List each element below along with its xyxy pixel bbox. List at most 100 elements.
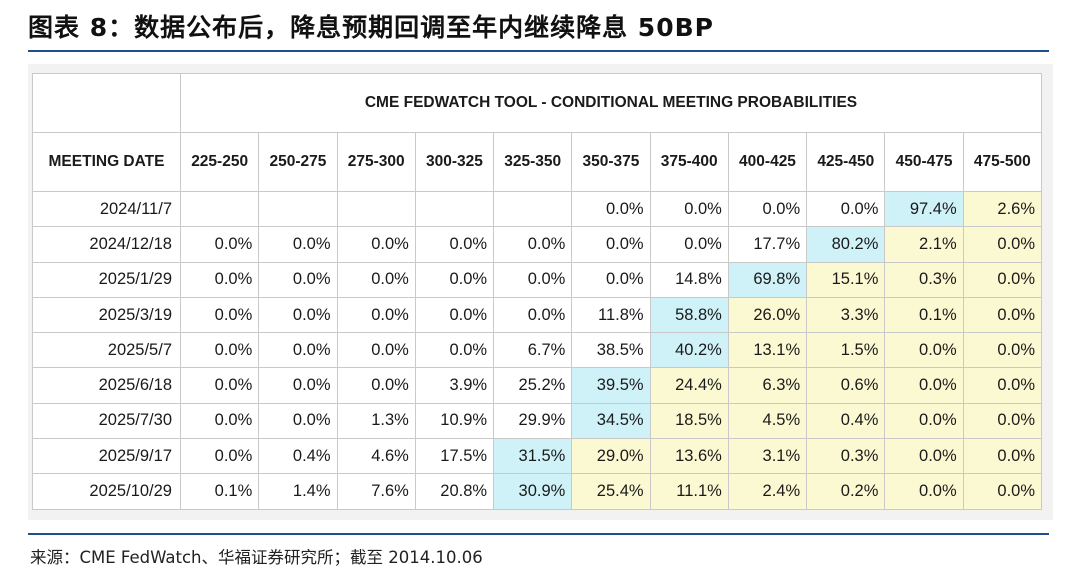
probability-cell: 0.0% [258, 402, 338, 440]
probability-cell: 0.0% [179, 402, 260, 440]
probability-table: CME FEDWATCH TOOL - CONDITIONAL MEETING … [32, 73, 1043, 510]
probability-cell: 31.5% [493, 438, 573, 475]
probability-cell: 25.4% [571, 473, 651, 510]
probability-cell: 69.8% [727, 261, 808, 298]
probability-cell: 0.0% [179, 332, 260, 369]
meeting-date-cell: 2025/5/7 [32, 332, 181, 369]
meeting-date-cell: 2025/3/19 [32, 296, 181, 334]
probability-cell: 1.4% [258, 473, 338, 510]
probability-cell: 2.1% [884, 226, 964, 263]
probability-cell: 40.2% [649, 332, 729, 369]
column-header-row: MEETING DATE 225-250 250-275 275-300 300-32… [32, 132, 1043, 192]
meeting-date-cell: 2025/9/17 [32, 438, 181, 475]
column-header: 350-375 [571, 132, 651, 192]
probability-cell: 0.4% [806, 402, 886, 440]
probability-cell: 11.8% [571, 296, 651, 334]
bottom-rule [28, 533, 1049, 535]
probability-cell: 0.0% [962, 261, 1043, 298]
column-header: 475-500 [962, 132, 1043, 192]
column-header: 400-425 [727, 132, 808, 192]
probability-cell: 0.0% [962, 402, 1043, 440]
probability-cell: 97.4% [884, 190, 964, 228]
meeting-date-cell: 2024/11/7 [32, 190, 181, 228]
probability-cell: 0.6% [806, 367, 886, 404]
probability-cell: 0.0% [258, 296, 338, 334]
probability-cell: 0.0% [884, 402, 964, 440]
top-rule [28, 50, 1049, 52]
probability-cell: 13.6% [649, 438, 729, 475]
probability-cell: 0.0% [179, 226, 260, 263]
probability-cell [414, 190, 495, 228]
table-row: 2025/7/30 0.0% 0.0% 1.3% 10.9% 29.9% 34.5% 18.5… [32, 402, 1043, 440]
probability-cell: 0.0% [884, 473, 964, 510]
probability-cell: 30.9% [493, 473, 573, 510]
probability-cell: 34.5% [571, 402, 651, 440]
probability-cell: 0.0% [962, 226, 1043, 263]
probability-cell [179, 190, 260, 228]
probability-cell: 1.3% [336, 402, 416, 440]
probability-cell: 0.0% [649, 226, 729, 263]
table-row: 2025/5/7 0.0% 0.0% 0.0% 0.0% 6.7% 38.5% 40.2% 13… [32, 332, 1043, 369]
probability-cell: 0.3% [806, 438, 886, 475]
meeting-date-cell: 2025/1/29 [32, 261, 181, 298]
probability-cell: 0.0% [258, 226, 338, 263]
probability-cell: 3.1% [727, 438, 808, 475]
probability-cell: 39.5% [571, 367, 651, 404]
probability-cell: 17.7% [727, 226, 808, 263]
corner-cell [32, 73, 181, 133]
probability-cell: 80.2% [806, 226, 886, 263]
meeting-date-header: MEETING DATE [32, 132, 181, 192]
probability-cell: 0.0% [962, 438, 1043, 475]
probability-cell: 0.0% [336, 296, 416, 334]
probability-cell: 0.0% [179, 296, 260, 334]
table-row: 2024/12/18 0.0% 0.0% 0.0% 0.0% 0.0% 0.0% 0.0% 17… [32, 226, 1043, 263]
probability-cell: 0.0% [884, 332, 964, 369]
probability-cell: 13.1% [727, 332, 808, 369]
column-header: 250-275 [258, 132, 338, 192]
table-row: 2025/1/29 0.0% 0.0% 0.0% 0.0% 0.0% 0.0% 14.8% 69… [32, 261, 1043, 298]
table-title: CME FEDWATCH TOOL - CONDITIONAL MEETING … [180, 73, 1042, 133]
probability-cell: 20.8% [414, 473, 495, 510]
probability-cell: 0.0% [571, 261, 651, 298]
probability-cell: 0.0% [258, 261, 338, 298]
column-header: 300-325 [414, 132, 495, 192]
meeting-date-cell: 2025/6/18 [32, 367, 181, 404]
table-body: 2024/11/7 0.0% 0.0% 0.0% 0.0% 97.4% 2.6% 2024/1… [32, 190, 1043, 510]
figure-title: 图表 8：数据公布后，降息预期回调至年内继续降息 50BP [28, 13, 714, 42]
column-header: 325-350 [493, 132, 573, 192]
probability-cell: 0.0% [493, 296, 573, 334]
source-note: 来源：CME FedWatch、华福证券研究所；截至 2014.10.06 [30, 548, 483, 567]
probability-cell: 0.0% [962, 473, 1043, 510]
meeting-date-cell: 2025/7/30 [32, 402, 181, 440]
probability-cell: 29.9% [493, 402, 573, 440]
probability-cell: 0.0% [493, 226, 573, 263]
probability-cell: 26.0% [727, 296, 808, 334]
probability-cell: 0.1% [179, 473, 260, 510]
probability-cell: 2.4% [727, 473, 808, 510]
probability-cell [258, 190, 338, 228]
column-header: 450-475 [884, 132, 964, 192]
probability-cell [493, 190, 573, 228]
probability-cell: 0.0% [571, 190, 651, 228]
probability-cell: 6.3% [727, 367, 808, 404]
probability-cell: 24.4% [649, 367, 729, 404]
probability-cell: 10.9% [414, 402, 495, 440]
probability-cell: 14.8% [649, 261, 729, 298]
probability-cell: 0.0% [179, 438, 260, 475]
probability-cell: 0.0% [258, 367, 338, 404]
table-row: 2024/11/7 0.0% 0.0% 0.0% 0.0% 97.4% 2.6% [32, 190, 1043, 228]
column-header: 275-300 [336, 132, 416, 192]
probability-cell: 0.0% [806, 190, 886, 228]
probability-cell: 0.0% [962, 296, 1043, 334]
probability-cell: 25.2% [493, 367, 573, 404]
probability-cell: 0.0% [414, 226, 495, 263]
probability-cell: 2.6% [962, 190, 1043, 228]
probability-cell: 17.5% [414, 438, 495, 475]
probability-cell: 0.0% [493, 261, 573, 298]
probability-cell: 3.3% [806, 296, 886, 334]
probability-cell: 0.0% [962, 367, 1043, 404]
probability-cell: 0.0% [649, 190, 729, 228]
probability-cell: 3.9% [414, 367, 495, 404]
probability-cell: 0.0% [258, 332, 338, 369]
probability-cell: 18.5% [649, 402, 729, 440]
